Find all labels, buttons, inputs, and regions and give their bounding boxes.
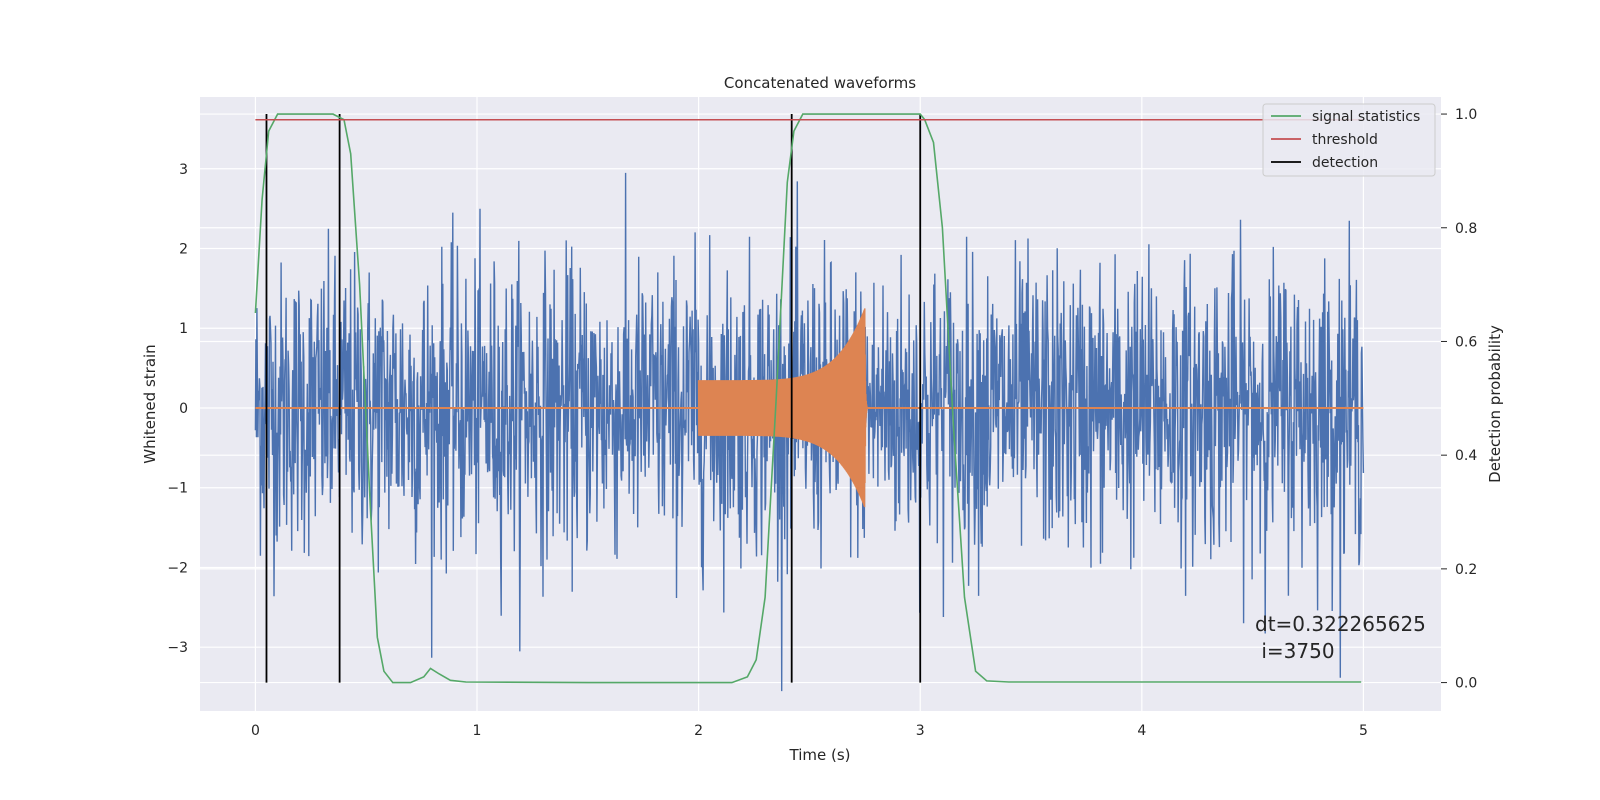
y-right-tick-label: 0.6 — [1455, 334, 1477, 350]
y-tick-label: 2 — [179, 242, 188, 258]
y-right-tick-label: 0.4 — [1455, 448, 1477, 464]
x-tick-label: 1 — [473, 723, 482, 739]
chirp-trace — [697, 308, 868, 508]
x-axis-ticks: 0 1 2 3 4 5 — [251, 723, 1368, 739]
y-axis-right-label: Detection probability — [1486, 325, 1504, 483]
x-tick-label: 0 — [251, 723, 260, 739]
y-axis-label: Whitened strain — [141, 344, 159, 463]
legend-label-detection: detection — [1312, 155, 1378, 171]
annotation-line: dt=0.322265625 — [1255, 612, 1426, 636]
y-right-tick-label: 1.0 — [1455, 107, 1477, 123]
legend-box — [1262, 103, 1436, 177]
x-tick-label: 4 — [1137, 723, 1146, 739]
signal-statistics-line — [254, 113, 1362, 684]
legend-label-threshold: threshold — [1312, 132, 1378, 148]
y-tick-label: 3 — [179, 162, 188, 178]
legend-label-signal-statistics: signal statistics — [1312, 109, 1420, 125]
chart-title: Concatenated waveforms — [724, 74, 916, 92]
y-tick-label: 1 — [179, 321, 188, 337]
dt-annotation: dt=0.322265625 i=3750 — [1255, 612, 1426, 663]
x-axis-label: Time (s) — [789, 746, 851, 764]
injected-waveform-series — [255, 308, 1364, 508]
y-right-tick-label: 0.8 — [1455, 221, 1477, 237]
y-tick-label: −1 — [167, 481, 188, 497]
y-tick-label: −3 — [167, 640, 188, 656]
legend: signal statistics threshold detection — [1262, 103, 1436, 177]
y-tick-label: −2 — [167, 560, 188, 576]
y-axis-ticks: −3 −2 −1 0 1 2 3 — [167, 162, 188, 656]
x-tick-label: 3 — [916, 723, 925, 739]
annotation-line: i=3750 — [1255, 639, 1335, 663]
y-axis-right-ticks: 0.0 0.2 0.4 0.6 0.8 1.0 — [1441, 107, 1477, 692]
y-right-tick-label: 0.0 — [1455, 676, 1477, 692]
x-tick-label: 2 — [694, 723, 703, 739]
x-tick-label: 5 — [1359, 723, 1368, 739]
detection-lines — [265, 114, 922, 683]
y-tick-label: 0 — [179, 401, 188, 417]
y-right-tick-label: 0.2 — [1455, 562, 1477, 578]
